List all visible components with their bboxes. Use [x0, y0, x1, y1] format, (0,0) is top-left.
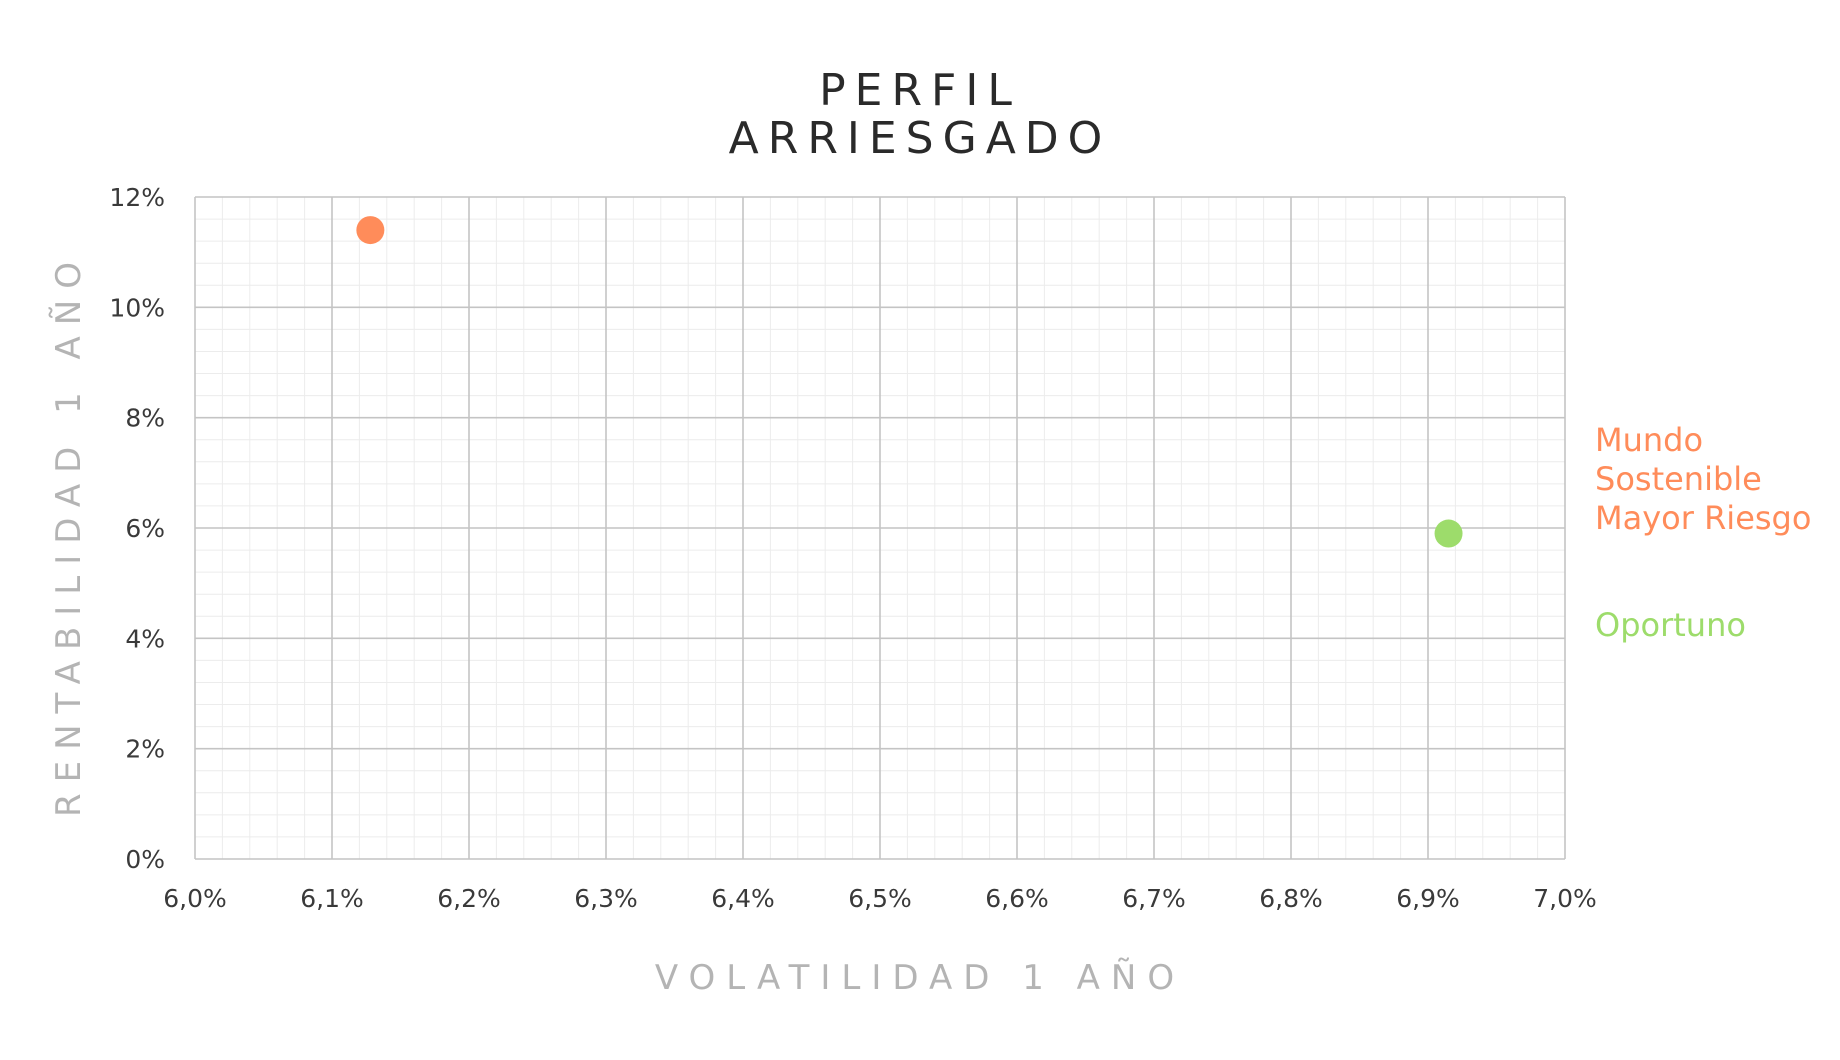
x-tick-label: 7,0%: [1533, 884, 1597, 913]
x-tick-label: 6,5%: [848, 884, 912, 913]
legend-entry-label: Sostenible: [1595, 460, 1762, 498]
y-tick-label: 8%: [125, 404, 165, 433]
y-tick-label: 10%: [109, 293, 165, 322]
x-tick-label: 6,4%: [711, 884, 775, 913]
grid: [194, 196, 1566, 860]
chart-title-line-1: PERFIL: [819, 65, 1021, 116]
y-tick-label: 4%: [125, 624, 165, 653]
y-axis-ticks: 0% 2% 4% 6% 8% 10% 12%: [109, 183, 165, 874]
x-axis-title: VOLATILIDAD 1 AÑO: [655, 958, 1185, 998]
y-axis-title: RENTABILIDAD 1 AÑO: [49, 251, 89, 817]
x-axis-ticks: 6,0% 6,1% 6,2% 6,3% 6,4% 6,5% 6,6% 6,7% 6,8% 6,9%…: [163, 884, 1597, 913]
y-tick-label: 12%: [109, 183, 165, 212]
x-tick-label: 6,6%: [985, 884, 1049, 913]
chart-title-line-2: ARRIESGADO: [729, 113, 1112, 164]
legend-entry-label: Mundo: [1595, 421, 1703, 459]
data-point: [356, 216, 385, 245]
legend-entry-label: Oportuno: [1595, 606, 1746, 644]
x-tick-label: 6,8%: [1259, 884, 1323, 913]
y-tick-label: 2%: [125, 735, 165, 764]
x-tick-label: 6,7%: [1122, 884, 1186, 913]
x-tick-label: 6,3%: [574, 884, 638, 913]
data-points: [356, 216, 1463, 548]
legend-entry-label: Mayor Riesgo: [1595, 499, 1811, 537]
x-tick-label: 6,0%: [163, 884, 227, 913]
y-tick-label: 6%: [125, 514, 165, 543]
x-tick-label: 6,2%: [437, 884, 501, 913]
y-tick-label: 0%: [125, 845, 165, 874]
x-tick-label: 6,9%: [1396, 884, 1460, 913]
data-point: [1434, 519, 1463, 548]
x-tick-label: 6,1%: [300, 884, 364, 913]
